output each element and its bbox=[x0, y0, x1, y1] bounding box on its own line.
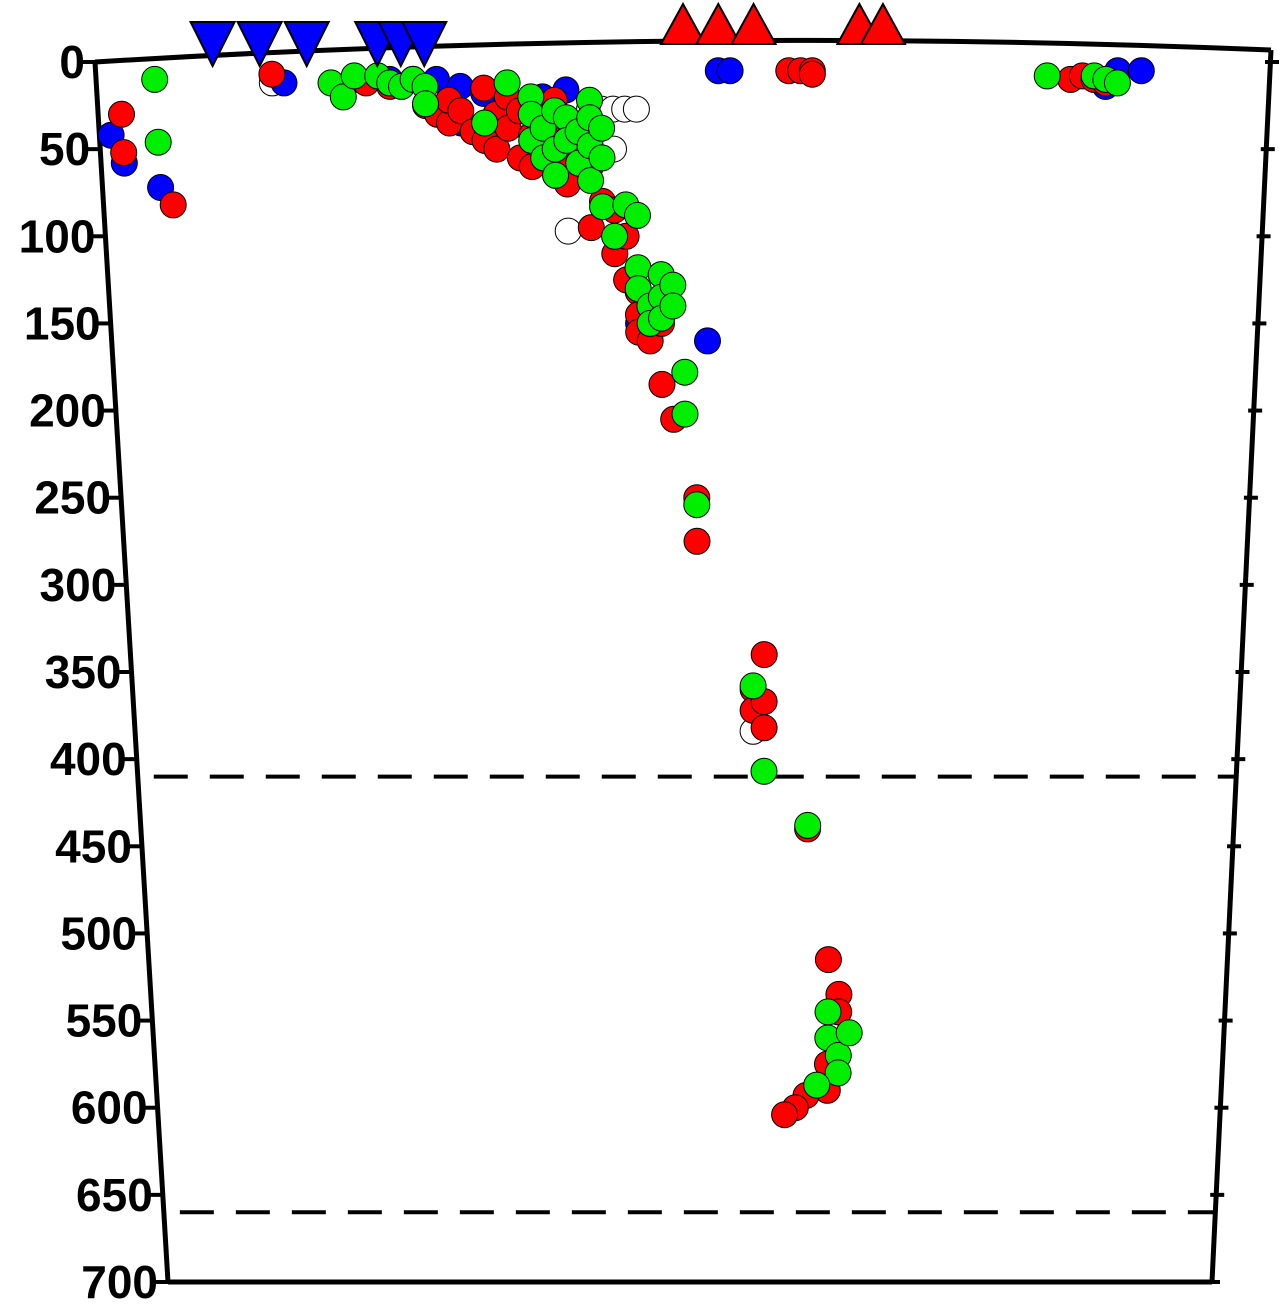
data-point bbox=[471, 109, 499, 137]
data-point bbox=[716, 57, 744, 85]
data-point bbox=[1033, 62, 1061, 90]
data-point bbox=[108, 100, 135, 128]
y-tick-label: 350 bbox=[45, 646, 122, 698]
y-tick-label: 50 bbox=[39, 123, 90, 175]
data-point bbox=[671, 358, 699, 386]
volcano-marker bbox=[659, 1, 707, 45]
volcano-marker bbox=[729, 1, 778, 45]
reference-lines bbox=[153, 774, 1235, 1215]
data-point bbox=[110, 139, 138, 167]
data-point bbox=[601, 222, 629, 250]
data-point bbox=[340, 62, 368, 90]
data-point bbox=[588, 114, 616, 142]
data-point bbox=[750, 714, 778, 742]
data-point bbox=[589, 193, 617, 221]
data-point bbox=[771, 1101, 799, 1129]
station-marker bbox=[400, 21, 448, 69]
station-marker bbox=[188, 21, 237, 69]
data-point bbox=[1127, 57, 1155, 85]
y-tick-label: 150 bbox=[24, 297, 101, 349]
data-point bbox=[622, 95, 650, 123]
data-point bbox=[750, 757, 778, 785]
data-point bbox=[671, 400, 699, 428]
y-tick-label: 400 bbox=[50, 733, 127, 785]
data-point bbox=[329, 83, 357, 111]
data-point bbox=[1103, 69, 1131, 97]
data-point bbox=[824, 1059, 852, 1087]
data-points bbox=[97, 57, 1155, 1129]
data-point bbox=[447, 97, 475, 125]
data-point bbox=[648, 370, 676, 398]
volcano-marker bbox=[694, 1, 742, 45]
data-point bbox=[412, 90, 439, 118]
y-tick-label: 250 bbox=[34, 472, 111, 524]
y-tick-label: 200 bbox=[29, 385, 106, 437]
y-tick-label: 300 bbox=[40, 559, 117, 611]
y-tick-label: 700 bbox=[81, 1256, 158, 1308]
data-point bbox=[798, 60, 826, 88]
data-point bbox=[814, 998, 842, 1026]
data-point bbox=[554, 217, 582, 245]
y-tick-label: 650 bbox=[76, 1169, 153, 1221]
y-tick-label: 550 bbox=[66, 995, 143, 1047]
y-tick-label: 450 bbox=[55, 820, 132, 872]
data-point bbox=[659, 292, 687, 320]
data-point bbox=[470, 74, 498, 102]
right-frame-line bbox=[1209, 49, 1274, 1283]
data-point bbox=[577, 167, 605, 194]
data-point bbox=[141, 65, 169, 93]
data-point bbox=[588, 144, 616, 172]
data-point bbox=[814, 946, 842, 974]
y-tick-label: 100 bbox=[19, 210, 96, 262]
station-marker bbox=[283, 21, 331, 69]
data-point bbox=[683, 491, 711, 519]
y-axis: 0 50 100 150 200 250 300 350 400 450 500 550 600 650 7… bbox=[19, 36, 1279, 1308]
data-point bbox=[835, 1019, 863, 1047]
data-point bbox=[803, 1071, 831, 1099]
y-tick-label: 600 bbox=[71, 1082, 148, 1134]
chart-frame bbox=[92, 37, 1274, 1285]
data-point bbox=[144, 128, 172, 156]
volcano-marker bbox=[859, 1, 907, 45]
data-point bbox=[159, 191, 187, 219]
data-point bbox=[624, 201, 651, 229]
station-marker bbox=[236, 21, 284, 69]
data-point bbox=[493, 69, 521, 97]
data-point bbox=[258, 60, 286, 88]
data-point bbox=[694, 327, 721, 355]
y-tick-label: 0 bbox=[59, 36, 85, 88]
data-point bbox=[683, 527, 711, 555]
surface-markers bbox=[188, 1, 907, 69]
data-point bbox=[794, 811, 822, 839]
data-point bbox=[483, 135, 511, 163]
data-point bbox=[750, 641, 778, 669]
data-point bbox=[542, 161, 570, 189]
data-point bbox=[739, 672, 767, 700]
y-tick-label: 500 bbox=[60, 907, 137, 959]
